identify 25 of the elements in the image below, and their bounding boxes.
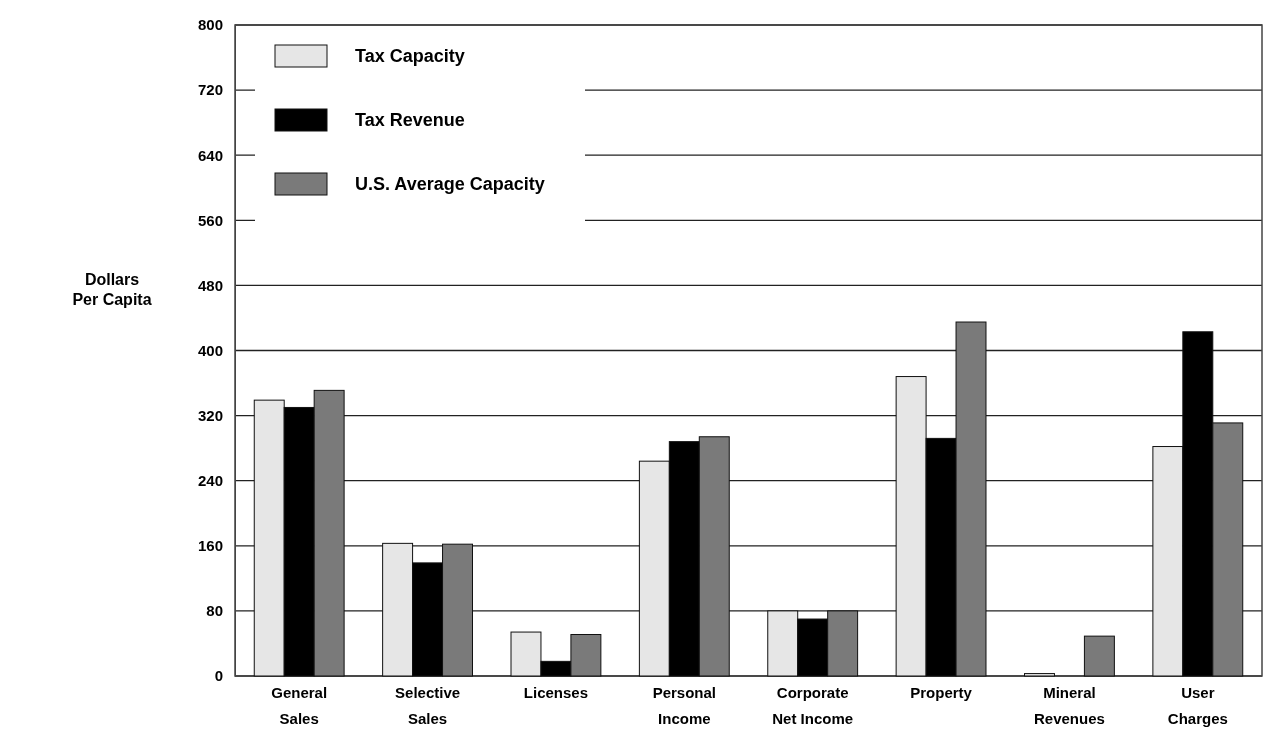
y-tick-label: 80 [206, 602, 223, 620]
x-tick-label: Selective Sales [395, 684, 461, 727]
y-tick-label: 240 [197, 472, 223, 489]
x-tick-label: Personal Income [652, 684, 716, 727]
bar [1024, 673, 1055, 677]
y-axis-title: Dollars Per Capita [72, 271, 152, 308]
x-tick-label: Mineral Revenues [1034, 684, 1105, 727]
y-tick-label: 800 [197, 16, 223, 34]
x-tick-label: User Charges [1167, 684, 1228, 727]
y-tick-label: 0 [214, 667, 223, 685]
y-tick-label: 160 [197, 537, 223, 555]
legend-label: Tax Revenue [355, 110, 465, 130]
y-tick-label: 640 [197, 146, 223, 164]
bar [1083, 635, 1115, 677]
y-tick-label: 480 [197, 276, 223, 294]
x-tick-label: Corporate Net Income [772, 684, 854, 727]
x-tick-label: Licenses [523, 684, 589, 701]
y-tick-label: 320 [197, 406, 223, 424]
legend-label: U.S. Average Capacity [355, 174, 545, 194]
y-tick-label: 720 [197, 81, 223, 99]
x-tick-label: General Sales [271, 684, 328, 727]
legend-label: Tax Capacity [355, 46, 465, 66]
y-tick-label: 400 [197, 341, 223, 359]
y-tick-label: 560 [197, 211, 223, 229]
x-tick-label: Property [910, 684, 973, 701]
